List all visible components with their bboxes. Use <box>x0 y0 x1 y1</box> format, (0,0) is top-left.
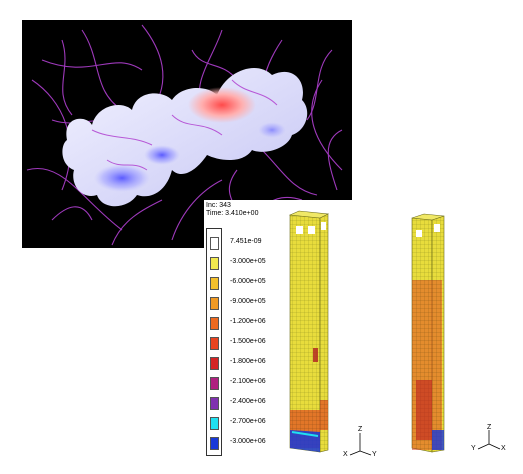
stress-legend <box>206 228 222 456</box>
legend-swatch <box>210 417 219 430</box>
legend-swatch <box>210 357 219 370</box>
legend-swatch <box>210 257 219 270</box>
triad-2-x: X <box>501 445 506 452</box>
legend-label: -1.800e+06 <box>230 358 266 365</box>
legend-swatch <box>210 317 219 330</box>
triad-1-z: Z <box>358 426 363 433</box>
legend-label: -3.000e+05 <box>230 258 266 265</box>
column-model-2 <box>411 213 445 453</box>
legend-swatch <box>210 277 219 290</box>
time-label: Time: 3.410e+00 <box>206 210 259 217</box>
axis-triad-1 <box>349 433 372 456</box>
triad-2-z: Z <box>487 424 492 431</box>
column-model-1 <box>288 210 330 453</box>
legend-label: -2.400e+06 <box>230 398 266 405</box>
legend-swatch <box>210 397 219 410</box>
fea-simulation-figure: Inc: 343 Time: 3.410e+00 7.451e-09 -3.00… <box>204 200 523 474</box>
molecular-surface <box>62 67 308 207</box>
triad-1-y: Y <box>372 451 377 458</box>
legend-swatch <box>210 377 219 390</box>
increment-label: Inc: 343 <box>206 202 231 209</box>
legend-label: -1.500e+06 <box>230 338 266 345</box>
streamlines-front <box>91 79 278 171</box>
legend-label: -2.100e+06 <box>230 378 266 385</box>
legend-swatch <box>210 237 219 250</box>
fea-columns: Z Y X Z X Y <box>288 210 506 458</box>
molecule-surface-image <box>22 20 352 248</box>
legend-swatch <box>210 437 219 450</box>
legend-label: -2.700e+06 <box>230 418 266 425</box>
triad-1-x: X <box>343 451 348 458</box>
molecule-render <box>26 24 343 246</box>
legend-swatch <box>210 297 219 310</box>
legend-label: -1.200e+06 <box>230 318 266 325</box>
legend-label: -6.000e+05 <box>230 278 266 285</box>
legend-label: -3.000e+06 <box>230 438 266 445</box>
triad-2-y: Y <box>471 445 476 452</box>
legend-swatch <box>210 337 219 350</box>
legend-label: 7.451e-09 <box>230 238 262 245</box>
axis-triad-2 <box>477 430 501 450</box>
legend-label: -9.000e+05 <box>230 298 266 305</box>
